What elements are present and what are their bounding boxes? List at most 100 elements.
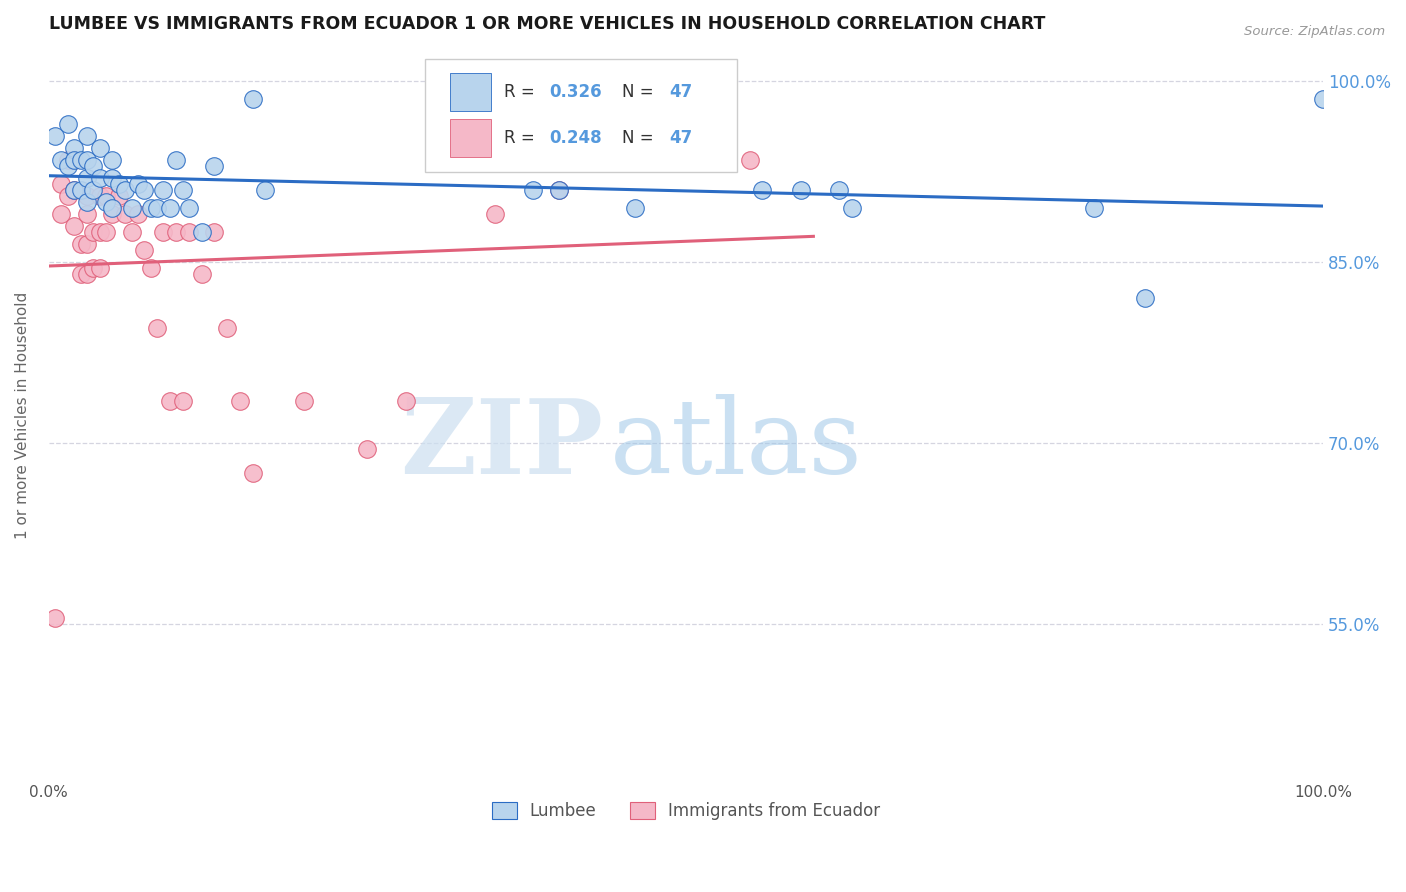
- Point: [63, 153, 86, 167]
- Point: [789, 183, 811, 197]
- Point: [134, 183, 156, 197]
- Point: [69, 237, 91, 252]
- Legend: Lumbee, Immigrants from Ecuador: Lumbee, Immigrants from Ecuador: [485, 795, 887, 827]
- Point: [146, 321, 169, 335]
- Point: [139, 261, 162, 276]
- Point: [63, 219, 86, 233]
- Point: [159, 393, 181, 408]
- Point: [51, 153, 73, 167]
- Point: [152, 183, 174, 197]
- Point: [146, 201, 169, 215]
- Point: [63, 183, 86, 197]
- Point: [1133, 291, 1156, 305]
- Text: atlas: atlas: [609, 394, 862, 496]
- Text: Source: ZipAtlas.com: Source: ZipAtlas.com: [1244, 25, 1385, 38]
- Point: [89, 141, 111, 155]
- Point: [89, 261, 111, 276]
- Point: [242, 466, 264, 480]
- Point: [56, 153, 79, 167]
- Point: [108, 189, 131, 203]
- Point: [82, 225, 104, 239]
- Text: N =: N =: [623, 128, 659, 146]
- Point: [165, 225, 187, 239]
- Point: [101, 153, 124, 167]
- FancyBboxPatch shape: [450, 73, 491, 112]
- Point: [229, 393, 252, 408]
- Point: [547, 183, 569, 197]
- Point: [152, 225, 174, 239]
- Point: [547, 183, 569, 197]
- Point: [121, 201, 143, 215]
- Point: [242, 92, 264, 106]
- Point: [76, 194, 98, 209]
- Point: [522, 183, 544, 197]
- Point: [101, 170, 124, 185]
- Text: 0.248: 0.248: [550, 128, 602, 146]
- Point: [204, 225, 226, 239]
- Text: ZIP: ZIP: [401, 394, 603, 496]
- Point: [217, 321, 239, 335]
- Y-axis label: 1 or more Vehicles in Household: 1 or more Vehicles in Household: [15, 293, 30, 540]
- Point: [101, 207, 124, 221]
- Point: [69, 153, 91, 167]
- Text: R =: R =: [503, 83, 540, 102]
- Point: [69, 267, 91, 281]
- Point: [82, 261, 104, 276]
- Point: [82, 183, 104, 197]
- Point: [177, 201, 200, 215]
- FancyBboxPatch shape: [450, 119, 491, 157]
- Point: [190, 225, 212, 239]
- Text: R =: R =: [503, 128, 540, 146]
- Point: [624, 201, 647, 215]
- Point: [254, 183, 277, 197]
- Point: [751, 183, 773, 197]
- Point: [114, 183, 136, 197]
- Point: [624, 153, 647, 167]
- Point: [159, 201, 181, 215]
- Point: [165, 153, 187, 167]
- Point: [484, 207, 506, 221]
- Point: [356, 442, 378, 456]
- Point: [63, 153, 86, 167]
- Point: [828, 183, 851, 197]
- Point: [394, 393, 416, 408]
- Point: [127, 177, 149, 191]
- Point: [94, 225, 117, 239]
- Text: N =: N =: [623, 83, 659, 102]
- Point: [69, 183, 91, 197]
- Point: [114, 207, 136, 221]
- Point: [44, 610, 66, 624]
- Point: [94, 189, 117, 203]
- Point: [56, 159, 79, 173]
- Point: [121, 225, 143, 239]
- Point: [675, 122, 697, 136]
- Point: [1312, 92, 1334, 106]
- Text: LUMBEE VS IMMIGRANTS FROM ECUADOR 1 OR MORE VEHICLES IN HOUSEHOLD CORRELATION CH: LUMBEE VS IMMIGRANTS FROM ECUADOR 1 OR M…: [49, 15, 1045, 33]
- Point: [51, 207, 73, 221]
- Point: [76, 267, 98, 281]
- Point: [76, 189, 98, 203]
- Point: [89, 170, 111, 185]
- Point: [139, 201, 162, 215]
- Point: [1083, 201, 1105, 215]
- Point: [738, 153, 761, 167]
- Point: [76, 237, 98, 252]
- Point: [89, 189, 111, 203]
- Point: [63, 183, 86, 197]
- Point: [76, 128, 98, 143]
- Point: [63, 141, 86, 155]
- Point: [127, 207, 149, 221]
- Text: 47: 47: [669, 83, 693, 102]
- Point: [204, 159, 226, 173]
- Point: [134, 243, 156, 257]
- Point: [190, 267, 212, 281]
- Point: [76, 170, 98, 185]
- Text: 47: 47: [669, 128, 693, 146]
- Text: 0.326: 0.326: [550, 83, 602, 102]
- Point: [172, 183, 194, 197]
- Point: [841, 201, 863, 215]
- Point: [51, 177, 73, 191]
- Point: [108, 177, 131, 191]
- Point: [101, 201, 124, 215]
- FancyBboxPatch shape: [425, 59, 737, 171]
